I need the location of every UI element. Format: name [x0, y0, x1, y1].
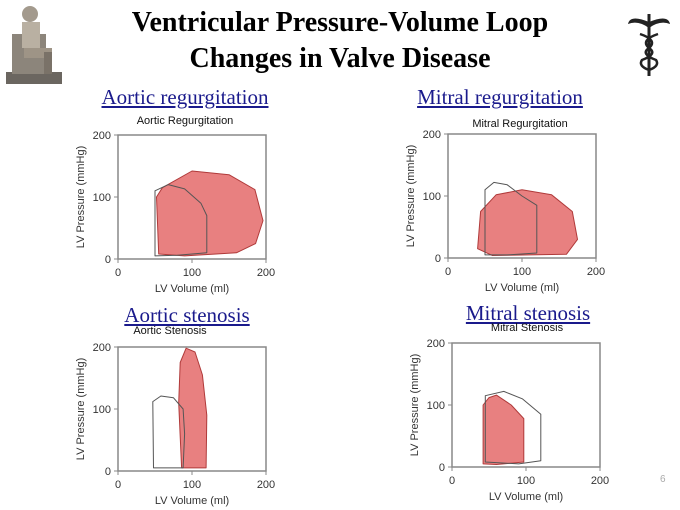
- chart-title-aortic-regurgitation: Aortic Regurgitation: [136, 115, 234, 127]
- x-axis-label: LV Volume (ml): [155, 283, 229, 295]
- loop-disease: [477, 189, 578, 256]
- y-axis-label: LV Pressure (mmHg): [75, 358, 87, 460]
- loop-normal: [152, 395, 186, 469]
- chart-aortic-regurgitation: 0 100 200 0 100 200 LV Volume (ml) LV Pressure …: [75, 130, 275, 295]
- y-tick-label: 200: [427, 338, 445, 350]
- slide-title-line2: Changes in Valve Disease: [189, 43, 491, 74]
- x-tick-label: 100: [183, 267, 201, 279]
- y-tick-label: 200: [423, 129, 441, 141]
- y-axis-label: LV Pressure (mmHg): [409, 354, 421, 456]
- y-axis-label: LV Pressure (mmHg): [405, 145, 417, 247]
- x-tick-label: 0: [115, 267, 121, 279]
- y-tick-label: 0: [439, 462, 445, 474]
- y-tick-label: 100: [427, 400, 445, 412]
- y-tick-label: 0: [105, 466, 111, 478]
- x-tick-label: 200: [587, 266, 605, 278]
- loop-normal: [154, 184, 208, 257]
- chart-title-mitral-regurgitation: Mitral Regurgitation: [472, 118, 568, 130]
- x-tick-label: 200: [591, 475, 609, 487]
- x-tick-label: 200: [257, 267, 275, 279]
- loop-normal: [484, 390, 542, 465]
- y-tick-label: 200: [93, 342, 111, 354]
- heading-aortic-regurgitation: Aortic regurgitation: [101, 85, 269, 109]
- x-tick-label: 0: [445, 266, 451, 278]
- y-tick-label: 0: [435, 253, 441, 265]
- x-axis-label: LV Volume (ml): [155, 495, 229, 507]
- y-axis-label: LV Pressure (mmHg): [75, 146, 87, 248]
- y-tick-label: 100: [423, 191, 441, 203]
- x-tick-label: 100: [513, 266, 531, 278]
- chart-title-mitral-stenosis: Mitral Stenosis: [490, 322, 564, 334]
- plot-frame: [451, 342, 601, 468]
- heading-mitral-regurgitation: Mitral regurgitation: [417, 85, 583, 109]
- y-tick-label: 100: [93, 404, 111, 416]
- heading-aortic-stenosis: Aortic stenosis: [124, 303, 250, 327]
- x-tick-label: 200: [257, 479, 275, 491]
- slide-title-line1: Ventricular Pressure-Volume Loop: [131, 7, 549, 38]
- x-axis-label: LV Volume (ml): [489, 491, 563, 503]
- loop-disease: [156, 170, 264, 257]
- loop-normal: [484, 181, 538, 256]
- heading-mitral-stenosis: Mitral stenosis: [465, 301, 591, 325]
- x-axis-label: LV Volume (ml): [485, 282, 559, 294]
- page-number: 6: [660, 474, 666, 485]
- loop-disease: [178, 347, 208, 469]
- chart-title-aortic-stenosis: Aortic Stenosis: [133, 325, 207, 337]
- y-tick-label: 0: [105, 254, 111, 266]
- chart-mitral-stenosis: 0 100 200 0 100 200 LV Volume (ml) LV Pressure …: [409, 338, 609, 503]
- x-tick-label: 0: [449, 475, 455, 487]
- y-tick-label: 200: [93, 130, 111, 142]
- y-tick-label: 100: [93, 192, 111, 204]
- chart-aortic-stenosis: 0 100 200 0 100 200 LV Volume (ml) LV Pressure …: [75, 342, 275, 507]
- chart-mitral-regurgitation: 0 100 200 0 100 200 LV Volume (ml) LV Pressure …: [405, 129, 605, 294]
- x-tick-label: 100: [517, 475, 535, 487]
- caduceus-icon: [628, 14, 670, 76]
- x-tick-label: 0: [115, 479, 121, 491]
- statue-image: [6, 6, 62, 84]
- x-tick-label: 100: [183, 479, 201, 491]
